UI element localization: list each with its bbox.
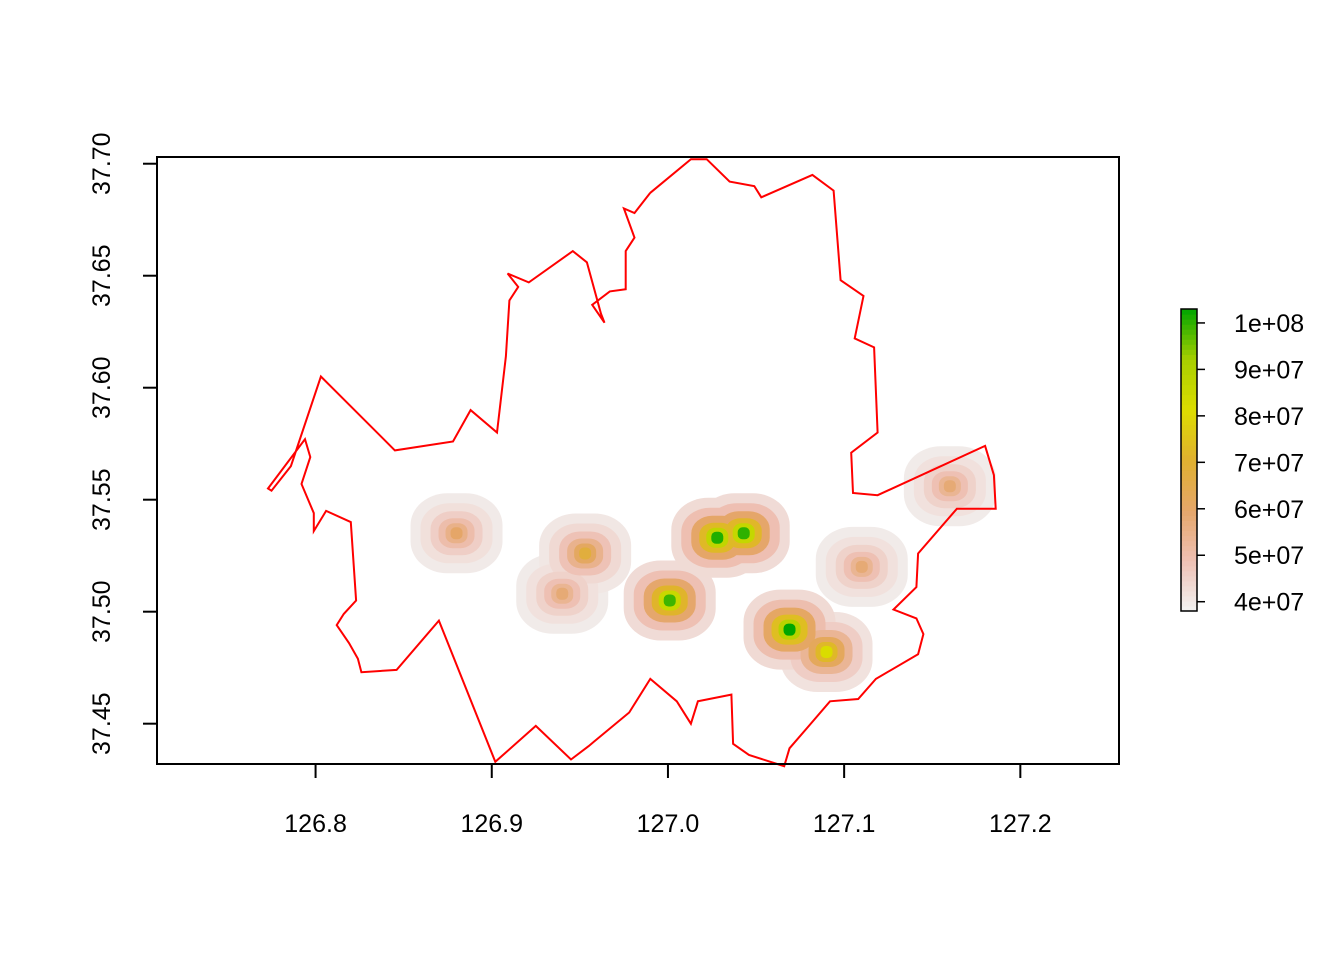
density-cell	[855, 560, 868, 573]
colorbar-tick-label: 6e+07	[1234, 496, 1304, 524]
y-axis: 37.45 37.50 37.55 37.60 37.65 37.70	[88, 132, 158, 755]
colorbar-segment	[1181, 485, 1197, 491]
x-tick-label: 127.0	[637, 810, 700, 838]
colorbar-segment	[1181, 379, 1197, 386]
colorbar-segment	[1181, 404, 1197, 411]
colorbar-segment	[1181, 344, 1197, 350]
colorbar-segment	[1181, 449, 1197, 456]
density-raster	[410, 446, 996, 693]
colorbar-segment	[1181, 414, 1197, 421]
x-tick-label: 127.1	[813, 810, 876, 838]
x-tick-label: 126.8	[284, 810, 347, 838]
colorbar-segment	[1181, 510, 1197, 516]
x-tick-label: 126.9	[460, 810, 523, 838]
colorbar-tick-label: 4e+07	[1234, 589, 1304, 617]
x-tick-label: 127.2	[989, 810, 1052, 838]
colorbar-segment	[1181, 515, 1197, 521]
colorbar-segment	[1181, 434, 1197, 441]
density-cell	[663, 594, 676, 607]
colorbar-segment	[1181, 429, 1197, 436]
density-cell	[711, 531, 724, 544]
colorbar-segment	[1181, 520, 1197, 527]
density-cell	[820, 646, 833, 659]
colorbar-segment	[1181, 454, 1197, 461]
colorbar-segment	[1181, 535, 1197, 542]
colorbar-segment	[1181, 585, 1197, 592]
colorbar-segment	[1181, 409, 1197, 416]
y-tick-label: 37.45	[88, 692, 116, 755]
colorbar-segment	[1181, 389, 1197, 396]
colorbar-segment	[1181, 329, 1197, 335]
colorbar-segment	[1181, 364, 1197, 370]
colorbar-segment	[1181, 309, 1197, 315]
colorbar-segment	[1181, 565, 1197, 572]
colorbar-segment	[1181, 500, 1197, 506]
colorbar-segment	[1181, 525, 1197, 532]
y-tick-label: 37.65	[88, 244, 116, 307]
colorbar-segment	[1181, 605, 1197, 612]
colorbar-segment	[1181, 555, 1197, 562]
colorbar-segment	[1181, 359, 1197, 365]
colorbar-segment	[1181, 550, 1197, 557]
colorbar-segment	[1181, 399, 1197, 406]
color-legend: 4e+07 5e+07 6e+07 7e+07 8e+07 9e+07 1e+08	[1180, 308, 1304, 617]
colorbar-segment	[1181, 394, 1197, 401]
boundary-outline	[266, 158, 997, 768]
colorbar-segment	[1181, 540, 1197, 547]
colorbar-frame	[1180, 308, 1198, 612]
colorbar-segment	[1181, 374, 1197, 381]
colorbar-segment	[1181, 600, 1197, 607]
colorbar-segment	[1181, 319, 1197, 325]
y-tick-label: 37.60	[88, 356, 116, 419]
colorbar-segment	[1181, 444, 1197, 451]
colorbar-segment	[1181, 384, 1197, 391]
y-tick-label: 37.70	[88, 132, 116, 195]
colorbar-tick-label: 1e+08	[1234, 310, 1304, 338]
colorbar-segment	[1181, 439, 1197, 446]
colorbar-segment	[1181, 495, 1197, 501]
x-axis: 126.8 126.9 127.0 127.1 127.2	[284, 763, 1052, 838]
colorbar-segment	[1181, 595, 1197, 602]
colorbar-segment	[1181, 475, 1197, 481]
colorbar-segment	[1181, 580, 1197, 587]
density-cell	[450, 527, 463, 540]
colorbar-segment	[1181, 560, 1197, 567]
colorbar-segment	[1181, 354, 1197, 360]
colorbar-segment	[1181, 575, 1197, 582]
colorbar-tick-label: 9e+07	[1234, 356, 1304, 384]
colorbar-segment	[1181, 460, 1197, 466]
colorbar-segment	[1181, 505, 1197, 511]
y-tick-label: 37.50	[88, 580, 116, 643]
colorbar-segment	[1181, 465, 1197, 471]
y-tick-label: 37.55	[88, 468, 116, 531]
density-cell	[579, 547, 592, 560]
colorbar-segment	[1181, 424, 1197, 431]
density-cell	[943, 480, 956, 493]
colorbar-segment	[1181, 339, 1197, 345]
colorbar-tick-label: 5e+07	[1234, 542, 1304, 570]
density-cell	[556, 587, 569, 600]
colorbar-segment	[1181, 349, 1197, 355]
colorbar-segment	[1181, 369, 1197, 376]
colorbar-segment	[1181, 490, 1197, 496]
colorbar-segment	[1181, 480, 1197, 486]
colorbar-segment	[1181, 334, 1197, 340]
colorbar-segment	[1181, 470, 1197, 476]
colorbar-segment	[1181, 314, 1197, 320]
colorbar-segment	[1181, 570, 1197, 577]
colorbar-tick-label: 7e+07	[1234, 449, 1304, 477]
colorbar-segment	[1181, 419, 1197, 426]
colorbar-segment	[1181, 590, 1197, 597]
colorbar-segment	[1181, 530, 1197, 537]
density-cell	[783, 623, 796, 636]
colorbar-segment	[1181, 545, 1197, 552]
colorbar-tick-label: 8e+07	[1234, 403, 1304, 431]
density-cell	[737, 527, 750, 540]
colorbar-segment	[1181, 324, 1197, 330]
